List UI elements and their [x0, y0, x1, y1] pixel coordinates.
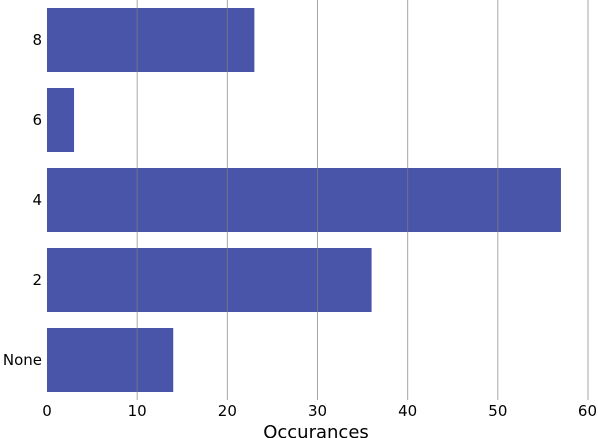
bar-4	[47, 168, 561, 232]
x-tick-label: 40	[398, 402, 417, 420]
y-tick-label: None	[3, 351, 42, 369]
x-tick-label: 50	[488, 402, 507, 420]
y-tick-label: 8	[32, 31, 42, 49]
y-tick-labels-group: None 2 4 6 8	[3, 31, 42, 369]
x-axis-title: Occurances	[263, 422, 369, 438]
x-tick-label: 20	[218, 402, 237, 420]
x-tick-labels-group: 0 10 20 30 40 50 60	[42, 402, 597, 420]
bar-2	[47, 248, 372, 312]
bar-8	[47, 8, 255, 72]
x-tick-label: 30	[308, 402, 327, 420]
bar-none	[47, 328, 174, 392]
bars-group	[47, 8, 561, 392]
y-tick-label: 4	[32, 191, 42, 209]
x-tick-label: 10	[128, 402, 147, 420]
gridlines-group	[136, 0, 589, 400]
x-tick-label: 60	[578, 402, 597, 420]
y-tick-label: 6	[32, 111, 42, 129]
x-tick-label: 0	[42, 402, 52, 420]
y-tick-label: 2	[32, 271, 42, 289]
bar-6	[47, 88, 75, 152]
